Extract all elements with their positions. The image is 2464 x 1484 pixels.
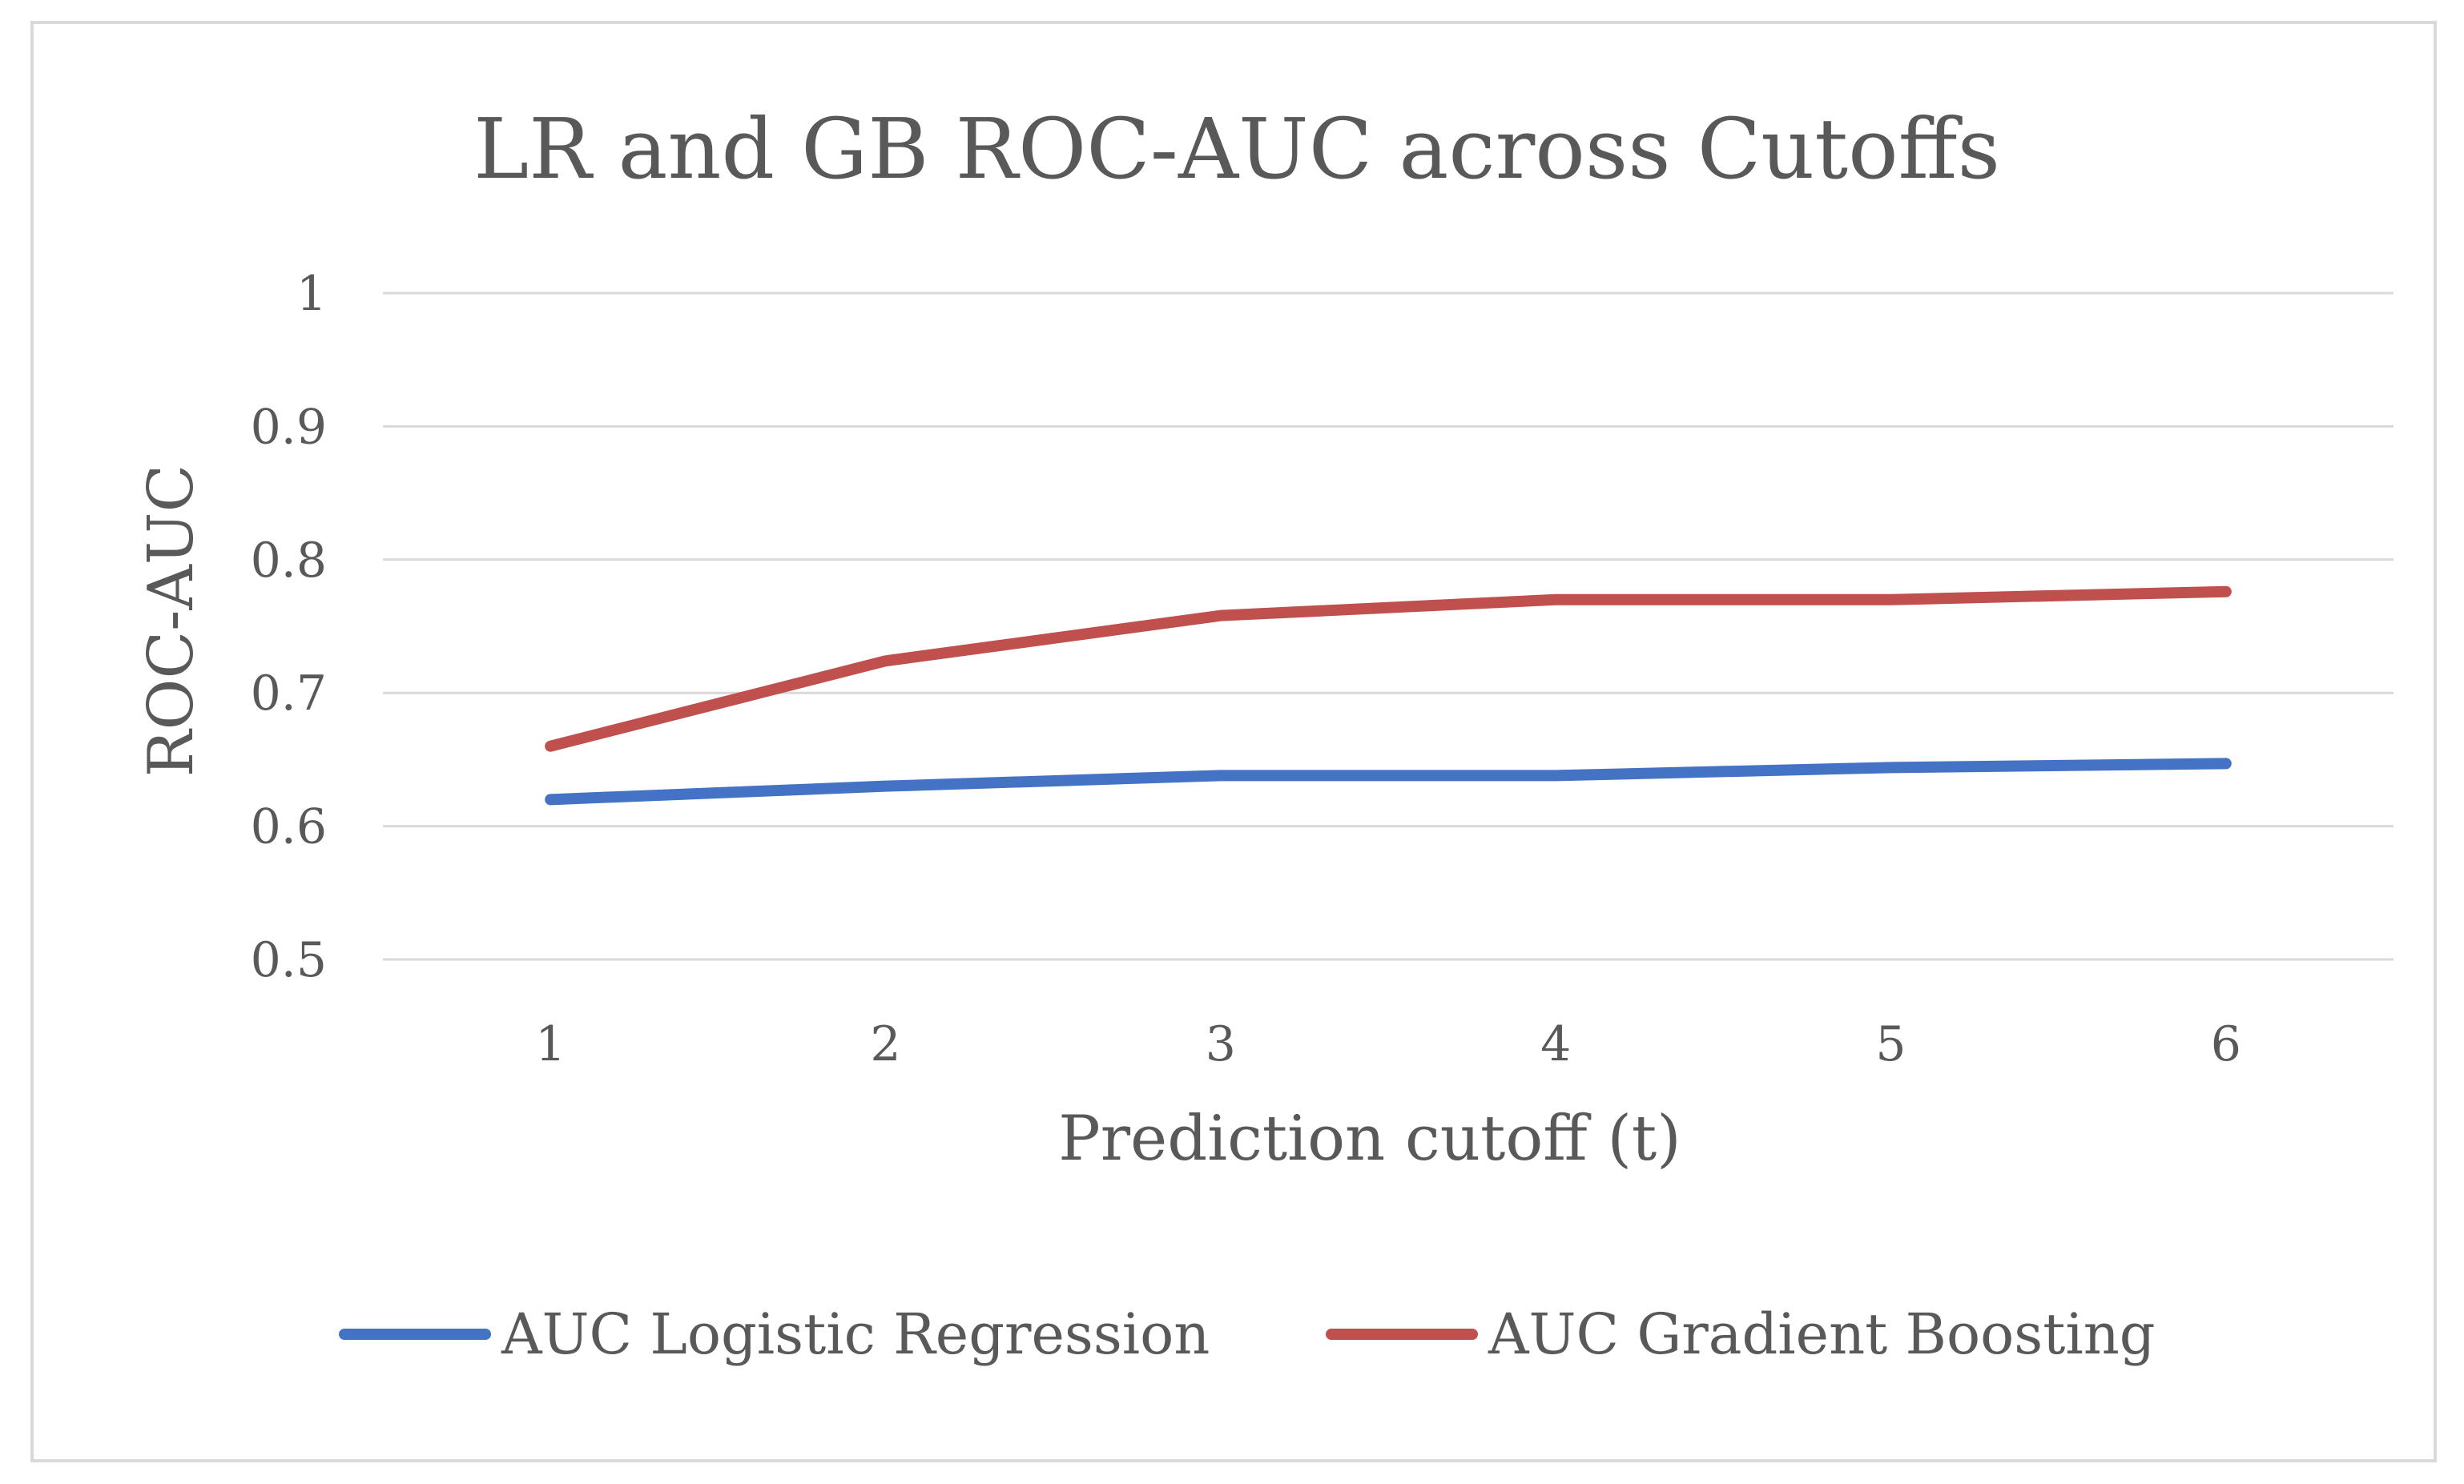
x-tick-label: 3 bbox=[1206, 1016, 1236, 1072]
x-tick-label: 1 bbox=[535, 1016, 566, 1072]
series-line-1 bbox=[545, 585, 2232, 752]
data-point bbox=[1218, 773, 1223, 778]
data-point bbox=[548, 743, 554, 749]
y-axis-ticks: 0.5 0.6 0.7 0.8 0.9 1 bbox=[251, 266, 327, 988]
data-point bbox=[2223, 761, 2228, 766]
series-lines bbox=[545, 585, 2232, 806]
legend-label: AUC Logistic Regression bbox=[501, 1301, 1210, 1367]
data-point bbox=[883, 783, 888, 789]
gridlines bbox=[383, 292, 2394, 961]
y-tick-label: 1 bbox=[296, 266, 327, 322]
x-axis-ticks: 1 2 3 4 5 6 bbox=[535, 1016, 2241, 1072]
series-line-0 bbox=[545, 758, 2232, 806]
y-axis-label: ROC-AUC bbox=[135, 465, 207, 777]
x-tick-label: 6 bbox=[2211, 1016, 2241, 1072]
data-point bbox=[1553, 773, 1559, 778]
chart-frame bbox=[30, 21, 2437, 1462]
data-point bbox=[1553, 597, 1559, 602]
y-tick-label: 0.9 bbox=[251, 399, 327, 455]
y-tick-label: 0.6 bbox=[251, 799, 327, 855]
data-point bbox=[1888, 765, 1894, 770]
x-tick-label: 5 bbox=[1875, 1016, 1906, 1072]
y-tick-label: 0.8 bbox=[251, 533, 327, 589]
x-tick-label: 4 bbox=[1540, 1016, 1571, 1072]
x-axis-label: Prediction cutoff (t) bbox=[1058, 1103, 1681, 1175]
data-point bbox=[883, 658, 888, 664]
data-point bbox=[548, 797, 554, 802]
legend: AUC Logistic Regression AUC Gradient Boos… bbox=[339, 1301, 2156, 1367]
data-point bbox=[2223, 589, 2228, 594]
legend-label: AUC Gradient Boosting bbox=[1488, 1301, 2156, 1367]
data-point bbox=[1218, 613, 1223, 618]
y-tick-label: 0.5 bbox=[251, 932, 327, 988]
y-tick-label: 0.7 bbox=[251, 666, 327, 722]
chart-title: LR and GB ROC-AUC across Cutoffs bbox=[473, 100, 2000, 198]
data-point bbox=[1888, 597, 1894, 602]
x-tick-label: 2 bbox=[870, 1016, 900, 1072]
